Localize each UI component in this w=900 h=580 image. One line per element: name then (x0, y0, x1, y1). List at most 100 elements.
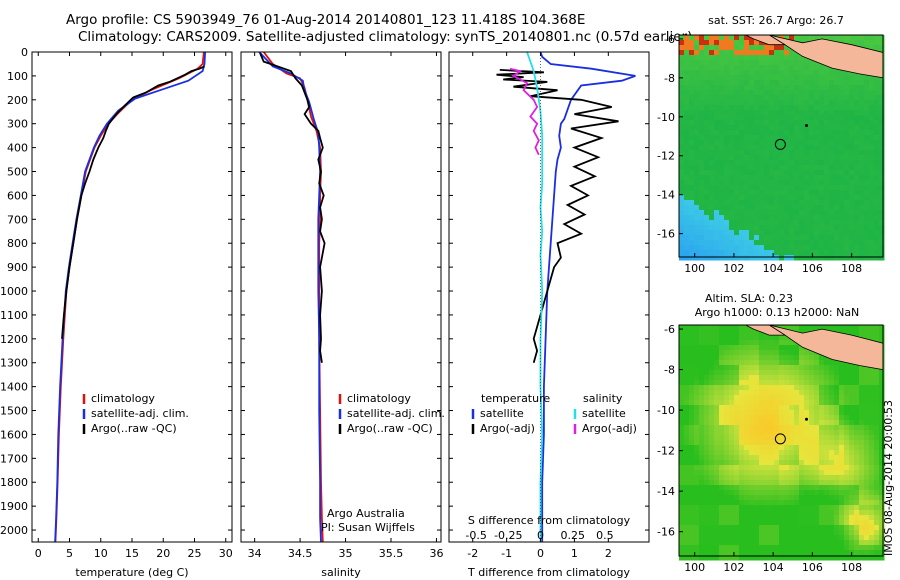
map-cell (734, 385, 740, 391)
map-cell (814, 160, 820, 166)
map-cell (879, 330, 885, 336)
map-cell (769, 495, 775, 501)
map-cell (694, 450, 700, 456)
map-cell (824, 425, 830, 431)
map-cell (824, 460, 830, 466)
map-cell (734, 235, 740, 241)
map-cell (839, 70, 845, 76)
map-cell (709, 515, 715, 521)
map-cell (784, 480, 790, 486)
figure-title-line2: Climatology: CARS2009. Satellite-adjuste… (78, 29, 693, 45)
map-cell (699, 485, 705, 491)
map-cell (774, 450, 780, 456)
map-cell (754, 555, 760, 561)
map-cell (874, 495, 880, 501)
map-cell (789, 110, 795, 116)
map-cell (729, 420, 735, 426)
map-cell (764, 255, 770, 261)
map-cell (714, 200, 720, 206)
map-cell (734, 175, 740, 181)
map-cell (749, 180, 755, 186)
map-cell (739, 240, 745, 246)
map-cell (739, 210, 745, 216)
map-cell (784, 115, 790, 121)
map-cell (714, 180, 720, 186)
map-cell (774, 180, 780, 186)
map-cell (714, 95, 720, 101)
map-cell (679, 40, 685, 46)
map-cell (739, 135, 745, 141)
map-cell (719, 430, 725, 436)
map-cell (719, 375, 725, 381)
map-cell (844, 425, 850, 431)
map-cell (824, 470, 830, 476)
map-cell (824, 410, 830, 416)
map-cell (804, 245, 810, 251)
map-cell (764, 555, 770, 561)
map-cell (749, 150, 755, 156)
map-cell (754, 210, 760, 216)
map-y-tick-label: -8 (664, 72, 675, 85)
map-cell (879, 555, 885, 561)
map-cell (784, 395, 790, 401)
map-cell (809, 230, 815, 236)
map-cell (694, 175, 700, 181)
map-cell (694, 205, 700, 211)
map-cell (729, 390, 735, 396)
map-cell (819, 395, 825, 401)
map-cell (679, 515, 685, 521)
map-cell (764, 525, 770, 531)
map-cell (879, 110, 885, 116)
map-cell (739, 425, 745, 431)
map-cell (769, 425, 775, 431)
map-cell (879, 485, 885, 491)
map-cell (694, 375, 700, 381)
map-cell (839, 465, 845, 471)
map-cell (719, 370, 725, 376)
map-cell (879, 520, 885, 526)
map-cell (759, 130, 765, 136)
map-cell (709, 430, 715, 436)
map-cell (779, 505, 785, 511)
map-cell (854, 165, 860, 171)
map-cell (754, 245, 760, 251)
map-cell (784, 475, 790, 481)
map-cell (684, 475, 690, 481)
map-y-tick-label: -10 (657, 111, 675, 124)
map-cell (839, 205, 845, 211)
map-cell (684, 330, 690, 336)
map-cell (694, 105, 700, 111)
map-cell (879, 115, 885, 121)
map-cell (684, 50, 690, 56)
map-cell (814, 420, 820, 426)
map-cell (829, 200, 835, 206)
map-cell (694, 110, 700, 116)
map-cell (729, 45, 735, 51)
map-cell (864, 215, 870, 221)
map-cell (834, 375, 840, 381)
map-cell (844, 215, 850, 221)
map-cell (799, 120, 805, 126)
map-cell (844, 205, 850, 211)
map-cell (844, 225, 850, 231)
map-cell (699, 210, 705, 216)
map-cell (789, 125, 795, 131)
map-cell (719, 250, 725, 256)
map-cell (744, 255, 750, 261)
map-cell (869, 390, 875, 396)
map-cell (679, 420, 685, 426)
map-cell (694, 455, 700, 461)
map-cell (829, 415, 835, 421)
map-cell (759, 165, 765, 171)
map-cell (759, 355, 765, 361)
map-cell (719, 390, 725, 396)
map-cell (764, 90, 770, 96)
map-cell (724, 470, 730, 476)
map-cell (729, 85, 735, 91)
map-cell (844, 255, 850, 261)
map-cell (804, 520, 810, 526)
map-cell (684, 85, 690, 91)
map-cell (709, 375, 715, 381)
map-cell (794, 450, 800, 456)
map-cell (704, 505, 710, 511)
